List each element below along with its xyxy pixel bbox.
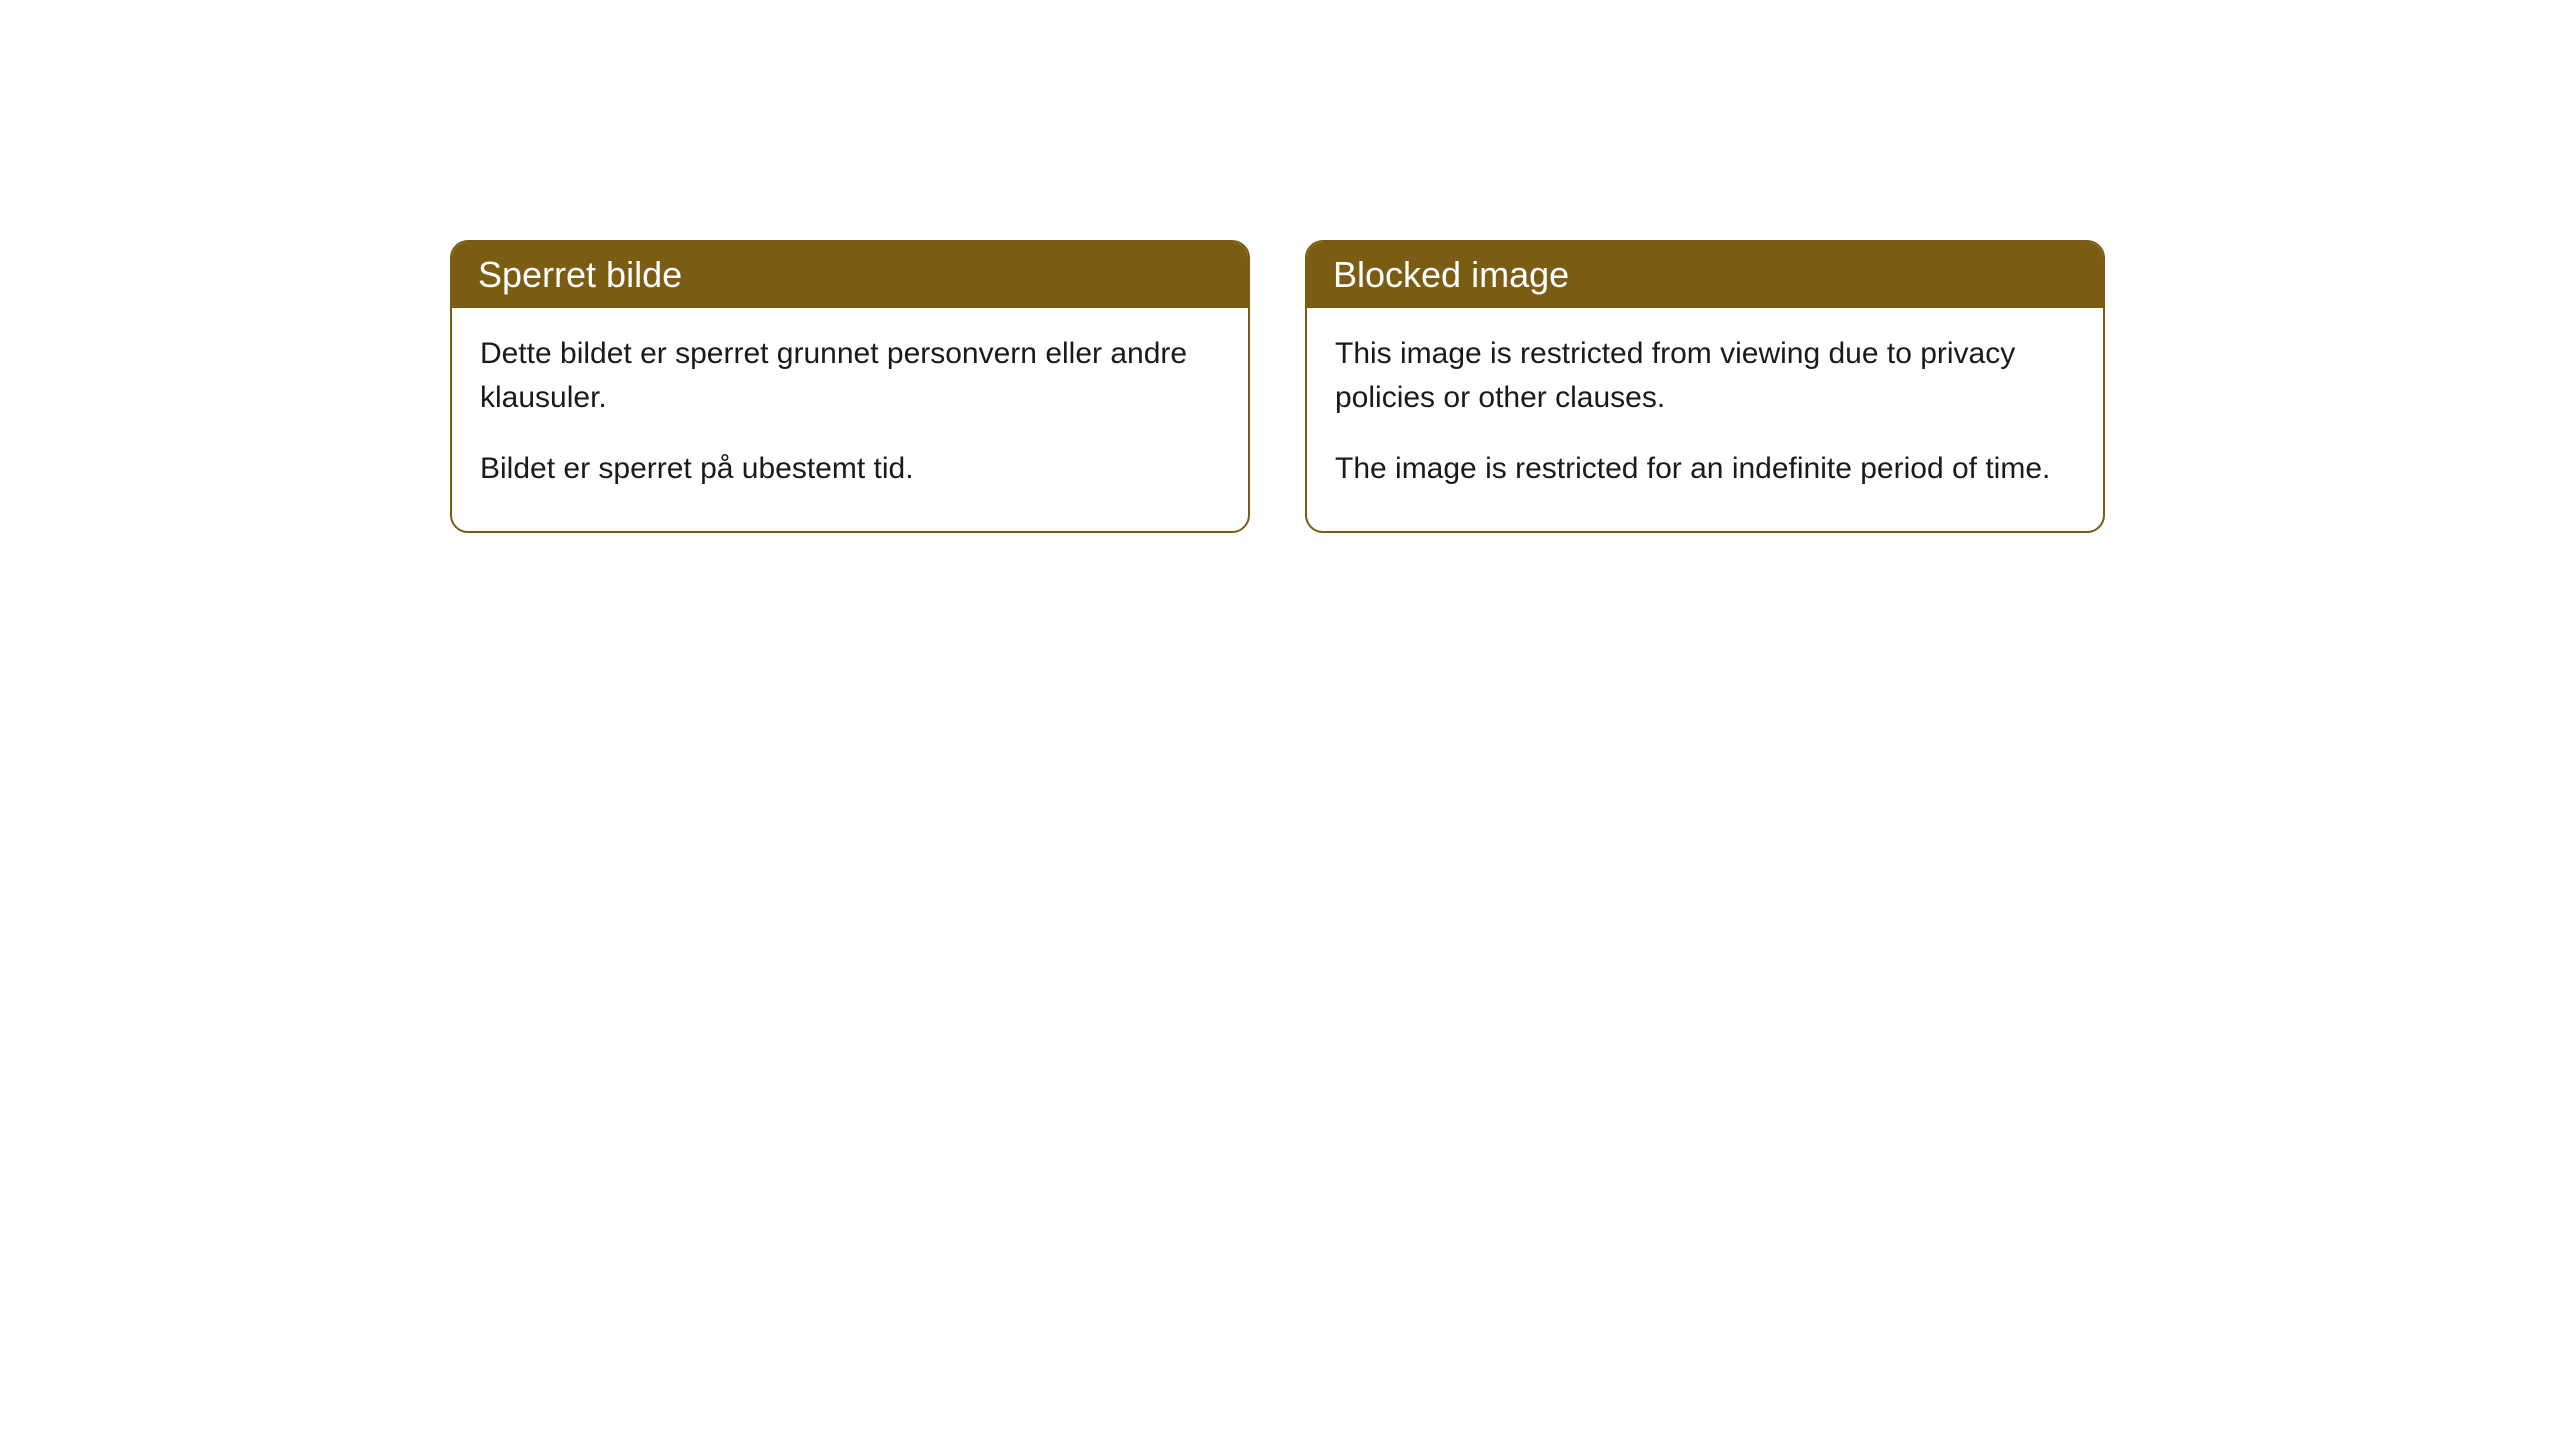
blocked-image-card-english: Blocked image This image is restricted f… [1305,240,2105,533]
card-paragraph: Dette bildet er sperret grunnet personve… [480,332,1220,419]
card-paragraph: Bildet er sperret på ubestemt tid. [480,447,1220,491]
card-header: Sperret bilde [452,242,1248,308]
blocked-image-card-norwegian: Sperret bilde Dette bildet er sperret gr… [450,240,1250,533]
cards-container: Sperret bilde Dette bildet er sperret gr… [450,240,2110,533]
card-body: This image is restricted from viewing du… [1307,308,2103,531]
card-paragraph: The image is restricted for an indefinit… [1335,447,2075,491]
card-body: Dette bildet er sperret grunnet personve… [452,308,1248,531]
card-title: Blocked image [1333,254,1569,295]
card-header: Blocked image [1307,242,2103,308]
card-paragraph: This image is restricted from viewing du… [1335,332,2075,419]
card-title: Sperret bilde [478,254,682,295]
